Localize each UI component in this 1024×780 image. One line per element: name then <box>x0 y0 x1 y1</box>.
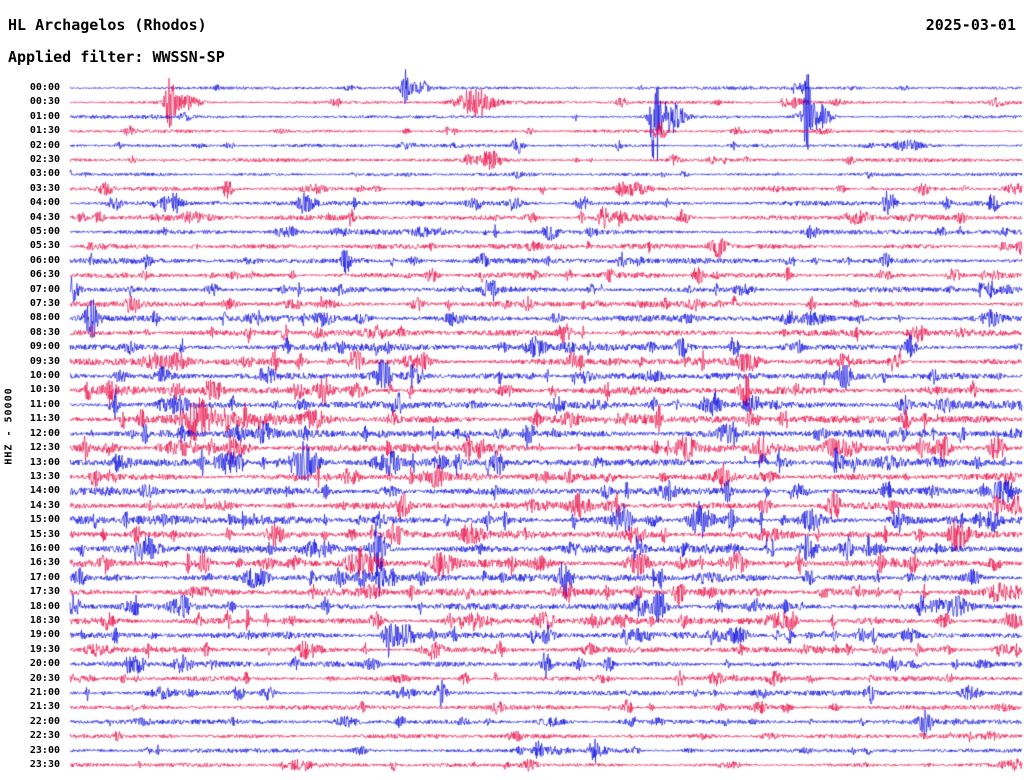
row-time-label: 19:30 <box>29 643 60 655</box>
row-time-label: 02:00 <box>29 139 60 151</box>
station-title: HL Archagelos (Rhodos) <box>8 16 207 34</box>
row-time-label: 04:30 <box>29 211 60 223</box>
row-time-label: 06:00 <box>29 254 60 266</box>
date-label: 2025-03-01 <box>925 16 1016 34</box>
row-time-label: 10:00 <box>29 370 60 382</box>
row-time-label: 06:30 <box>29 269 60 281</box>
row-time-label: 05:30 <box>29 240 60 252</box>
row-time-label: 23:00 <box>29 744 60 756</box>
row-time-label: 12:00 <box>29 427 60 439</box>
row-time-label: 20:00 <box>29 658 60 670</box>
row-time-label: 18:30 <box>29 614 60 626</box>
row-time-label: 22:00 <box>29 715 60 727</box>
row-time-label: 01:00 <box>29 110 60 122</box>
row-time-label: 04:00 <box>29 197 60 209</box>
row-time-label: 14:30 <box>29 499 60 511</box>
row-time-label: 12:30 <box>29 442 60 454</box>
row-time-label: 03:30 <box>29 182 60 194</box>
filter-label: Applied filter: WWSSN-SP <box>8 48 225 66</box>
row-time-label: 21:30 <box>29 701 60 713</box>
row-time-label: 11:00 <box>29 398 60 410</box>
row-time-label: 15:00 <box>29 514 60 526</box>
row-time-label: 03:00 <box>29 168 60 180</box>
row-time-label: 11:30 <box>29 413 60 425</box>
row-time-label: 15:30 <box>29 528 60 540</box>
row-time-label: 17:30 <box>29 586 60 598</box>
row-time-label: 08:00 <box>29 312 60 324</box>
row-time-label: 08:30 <box>29 326 60 338</box>
row-time-label: 16:30 <box>29 557 60 569</box>
row-time-label: 07:30 <box>29 298 60 310</box>
row-time-label: 10:30 <box>29 384 60 396</box>
row-time-label: 23:30 <box>29 759 60 770</box>
row-time-label: 18:00 <box>29 600 60 612</box>
row-time-label: 19:00 <box>29 629 60 641</box>
row-time-label: 02:30 <box>29 154 60 166</box>
row-time-label: 00:00 <box>29 82 60 93</box>
row-time-label: 01:30 <box>29 125 60 137</box>
row-time-label: 09:30 <box>29 355 60 367</box>
row-time-label: 09:00 <box>29 341 60 353</box>
row-time-label: 13:00 <box>29 456 60 468</box>
row-time-label: 20:30 <box>29 672 60 684</box>
time-labels: 00:00 00:30 01:00 01:30 02:00 02:30 03:00 03:30… <box>0 0 64 780</box>
row-time-label: 17:00 <box>29 571 60 583</box>
row-time-label: 00:30 <box>29 96 60 108</box>
row-time-label: 07:00 <box>29 283 60 295</box>
row-time-label: 13:30 <box>29 470 60 482</box>
row-time-label: 21:00 <box>29 686 60 698</box>
row-time-label: 16:00 <box>29 542 60 554</box>
row-time-label: 14:00 <box>29 485 60 497</box>
row-time-label: 05:00 <box>29 226 60 238</box>
row-time-label: 22:30 <box>29 730 60 742</box>
